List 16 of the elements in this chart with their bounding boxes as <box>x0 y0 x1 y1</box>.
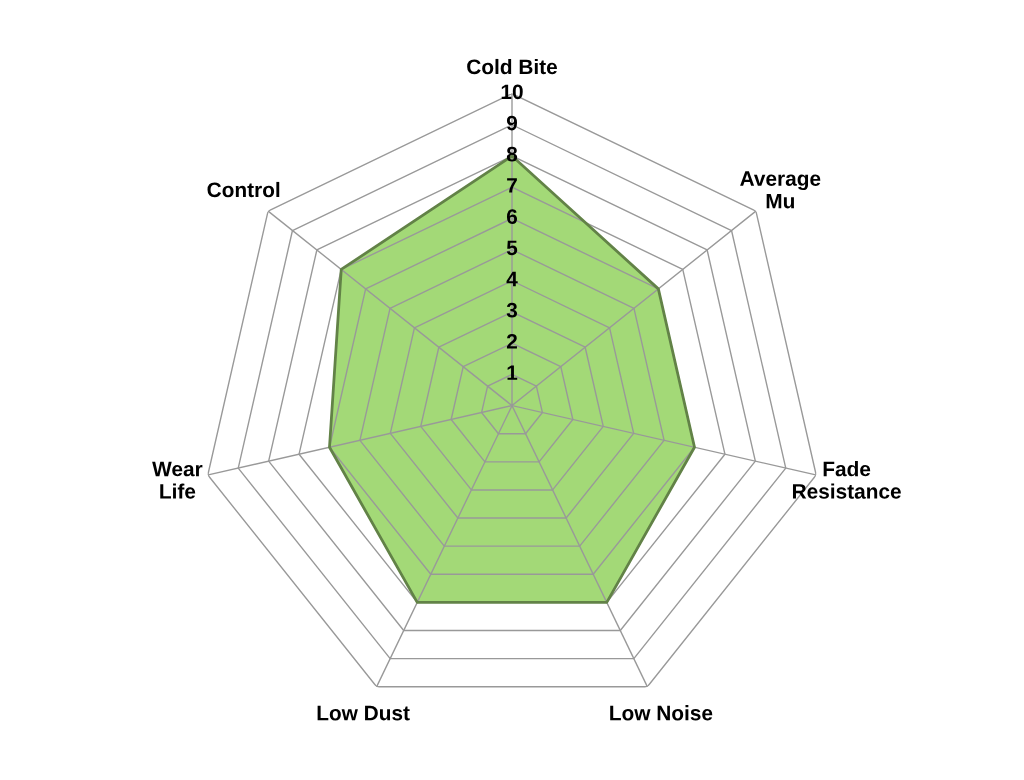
spoke-label: Fade Resistance <box>792 461 901 499</box>
y-tick-label: 9 <box>506 115 518 131</box>
spoke-label: Cold Bite <box>467 58 558 75</box>
y-tick-label: 5 <box>506 240 518 256</box>
spoke-label: Low Noise <box>610 705 713 721</box>
y-tick-label: 1 <box>507 365 518 380</box>
spoke-label: Control <box>207 181 280 198</box>
spoke-label: Wear Life <box>152 461 203 499</box>
y-tick-label: 7 <box>507 178 517 193</box>
y-tick-label: 3 <box>506 302 518 318</box>
y-tick-label: 2 <box>506 334 517 349</box>
spoke-label: Low Dust <box>317 705 410 721</box>
spoke-label: Average Mu <box>740 171 821 209</box>
y-tick-label: 6 <box>506 209 518 224</box>
y-tick-label: 10 <box>501 84 523 100</box>
y-tick-label: 4 <box>506 271 518 287</box>
